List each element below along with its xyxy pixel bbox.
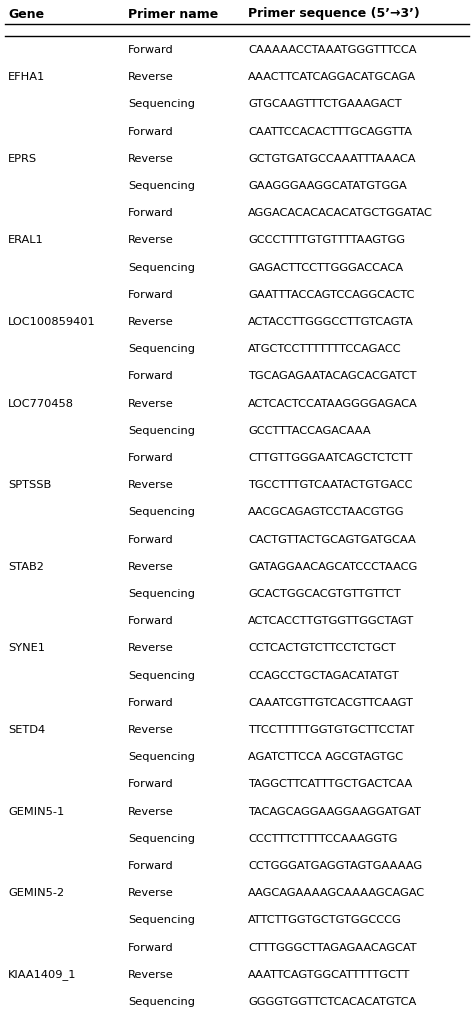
Text: GCCTTTACCAGACAAA: GCCTTTACCAGACAAA xyxy=(248,426,371,435)
Text: AAACTTCATCAGGACATGCAGA: AAACTTCATCAGGACATGCAGA xyxy=(248,72,416,82)
Text: Forward: Forward xyxy=(128,780,174,789)
Text: ERAL1: ERAL1 xyxy=(8,236,44,245)
Text: Forward: Forward xyxy=(128,861,174,871)
Text: ACTCACCTTGTGGTTGGCTAGT: ACTCACCTTGTGGTTGGCTAGT xyxy=(248,616,414,627)
Text: CCCTTTCTTTTCCAAAGGTG: CCCTTTCTTTTCCAAAGGTG xyxy=(248,833,397,844)
Text: TTCCTTTTTGGTGTGCTTCCTAT: TTCCTTTTTGGTGTGCTTCCTAT xyxy=(248,725,414,735)
Text: CAAAAACCTAAATGGGTTTCCA: CAAAAACCTAAATGGGTTTCCA xyxy=(248,45,417,55)
Text: SYNE1: SYNE1 xyxy=(8,643,45,653)
Text: Sequencing: Sequencing xyxy=(128,752,195,762)
Text: TGCCTTTGTCAATACTGTGACC: TGCCTTTGTCAATACTGTGACC xyxy=(248,480,412,490)
Text: Reverse: Reverse xyxy=(128,888,174,899)
Text: Forward: Forward xyxy=(128,290,174,300)
Text: Sequencing: Sequencing xyxy=(128,181,195,191)
Text: Reverse: Reverse xyxy=(128,317,174,327)
Text: Forward: Forward xyxy=(128,453,174,463)
Text: Forward: Forward xyxy=(128,126,174,136)
Text: Sequencing: Sequencing xyxy=(128,671,195,680)
Text: SPTSSB: SPTSSB xyxy=(8,480,51,490)
Text: Sequencing: Sequencing xyxy=(128,997,195,1007)
Text: AGGACACACACACATGCTGGATAC: AGGACACACACACATGCTGGATAC xyxy=(248,208,433,218)
Text: TAGGCTTCATTTGCTGACTCAA: TAGGCTTCATTTGCTGACTCAA xyxy=(248,780,412,789)
Text: Sequencing: Sequencing xyxy=(128,833,195,844)
Text: Sequencing: Sequencing xyxy=(128,344,195,355)
Text: AAGCAGAAAAGCAAAAGCAGAC: AAGCAGAAAAGCAAAAGCAGAC xyxy=(248,888,425,899)
Text: Forward: Forward xyxy=(128,943,174,952)
Text: AAATTCAGTGGCATTTTTGCTT: AAATTCAGTGGCATTTTTGCTT xyxy=(248,970,410,980)
Text: Sequencing: Sequencing xyxy=(128,99,195,110)
Text: CTTTGGGCTTAGAGAACAGCAT: CTTTGGGCTTAGAGAACAGCAT xyxy=(248,943,417,952)
Text: EPRS: EPRS xyxy=(8,154,37,163)
Text: CTTGTTGGGAATCAGCTCTCTT: CTTGTTGGGAATCAGCTCTCTT xyxy=(248,453,412,463)
Text: Sequencing: Sequencing xyxy=(128,915,195,925)
Text: TGCAGAGAATACAGCACGATCT: TGCAGAGAATACAGCACGATCT xyxy=(248,371,417,382)
Text: Reverse: Reverse xyxy=(128,236,174,245)
Text: GGGGTGGTTCTCACACATGTCA: GGGGTGGTTCTCACACATGTCA xyxy=(248,997,416,1007)
Text: Sequencing: Sequencing xyxy=(128,589,195,599)
Text: CCAGCCTGCTAGACATATGT: CCAGCCTGCTAGACATATGT xyxy=(248,671,399,680)
Text: GAAGGGAAGGCATATGTGGA: GAAGGGAAGGCATATGTGGA xyxy=(248,181,407,191)
Text: Reverse: Reverse xyxy=(128,154,174,163)
Text: GATAGGAACAGCATCCCTAACG: GATAGGAACAGCATCCCTAACG xyxy=(248,561,417,572)
Text: KIAA1409_1: KIAA1409_1 xyxy=(8,969,76,980)
Text: Forward: Forward xyxy=(128,208,174,218)
Text: GTGCAAGTTTCTGAAAGACT: GTGCAAGTTTCTGAAAGACT xyxy=(248,99,401,110)
Text: Sequencing: Sequencing xyxy=(128,426,195,435)
Text: Primer sequence (5’→3’): Primer sequence (5’→3’) xyxy=(248,7,420,21)
Text: Reverse: Reverse xyxy=(128,398,174,408)
Text: GCCCTTTTGTGTTTTAAGTGG: GCCCTTTTGTGTTTTAAGTGG xyxy=(248,236,405,245)
Text: GCTGTGATGCCAAATTTAAACA: GCTGTGATGCCAAATTTAAACA xyxy=(248,154,416,163)
Text: Reverse: Reverse xyxy=(128,643,174,653)
Text: ATGCTCCTTTTTTTCCAGACC: ATGCTCCTTTTTTTCCAGACC xyxy=(248,344,401,355)
Text: GCACTGGCACGTGTTGTTCT: GCACTGGCACGTGTTGTTCT xyxy=(248,589,401,599)
Text: LOC100859401: LOC100859401 xyxy=(8,317,96,327)
Text: CCTGGGATGAGGTAGTGAAAAG: CCTGGGATGAGGTAGTGAAAAG xyxy=(248,861,422,871)
Text: Sequencing: Sequencing xyxy=(128,263,195,273)
Text: EFHA1: EFHA1 xyxy=(8,72,45,82)
Text: AGATCTTCCA AGCGTAGTGC: AGATCTTCCA AGCGTAGTGC xyxy=(248,752,403,762)
Text: CACTGTTACTGCAGTGATGCAA: CACTGTTACTGCAGTGATGCAA xyxy=(248,535,416,545)
Text: STAB2: STAB2 xyxy=(8,561,44,572)
Text: ACTCACTCCATAAGGGGAGACA: ACTCACTCCATAAGGGGAGACA xyxy=(248,398,418,408)
Text: SETD4: SETD4 xyxy=(8,725,45,735)
Text: LOC770458: LOC770458 xyxy=(8,398,74,408)
Text: Forward: Forward xyxy=(128,45,174,55)
Text: GEMIN5-1: GEMIN5-1 xyxy=(8,807,64,817)
Text: Reverse: Reverse xyxy=(128,72,174,82)
Text: ACTACCTTGGGCCTTGTCAGTA: ACTACCTTGGGCCTTGTCAGTA xyxy=(248,317,414,327)
Text: Reverse: Reverse xyxy=(128,561,174,572)
Text: ATTCTTGGTGCTGTGGCCCG: ATTCTTGGTGCTGTGGCCCG xyxy=(248,915,402,925)
Text: GAATTTACCAGTCCAGGCACTC: GAATTTACCAGTCCAGGCACTC xyxy=(248,290,414,300)
Text: CCTCACTGTCTTCCTCTGCT: CCTCACTGTCTTCCTCTGCT xyxy=(248,643,396,653)
Text: GAGACTTCCTTGGGACCACA: GAGACTTCCTTGGGACCACA xyxy=(248,263,403,273)
Text: Forward: Forward xyxy=(128,535,174,545)
Text: Reverse: Reverse xyxy=(128,725,174,735)
Text: Primer name: Primer name xyxy=(128,7,218,21)
Text: Gene: Gene xyxy=(8,7,44,21)
Text: CAAATCGTTGTCACGTTCAAGT: CAAATCGTTGTCACGTTCAAGT xyxy=(248,698,413,708)
Text: Sequencing: Sequencing xyxy=(128,508,195,517)
Text: Forward: Forward xyxy=(128,616,174,627)
Text: CAATTCCACACTTTGCAGGTTA: CAATTCCACACTTTGCAGGTTA xyxy=(248,126,412,136)
Text: Forward: Forward xyxy=(128,698,174,708)
Text: Forward: Forward xyxy=(128,371,174,382)
Text: TACAGCAGGAAGGAAGGATGAT: TACAGCAGGAAGGAAGGATGAT xyxy=(248,807,421,817)
Text: Reverse: Reverse xyxy=(128,480,174,490)
Text: Reverse: Reverse xyxy=(128,970,174,980)
Text: AACGCAGAGTCCTAACGTGG: AACGCAGAGTCCTAACGTGG xyxy=(248,508,404,517)
Text: GEMIN5-2: GEMIN5-2 xyxy=(8,888,64,899)
Text: Reverse: Reverse xyxy=(128,807,174,817)
